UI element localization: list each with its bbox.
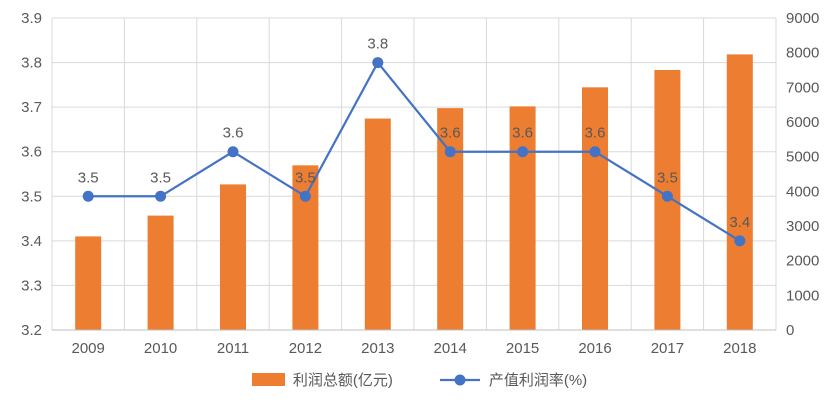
right-axis-tick-label: 4000 <box>786 183 819 200</box>
line-data-label: 3.5 <box>295 169 316 186</box>
left-axis-tick-label: 3.6 <box>21 144 42 161</box>
left-axis-tick-label: 3.3 <box>21 277 42 294</box>
right-axis-tick-label: 2000 <box>786 253 819 270</box>
line-marker-2010 <box>155 190 167 202</box>
x-axis-category-label: 2011 <box>217 340 249 357</box>
bar-2015 <box>509 106 536 331</box>
line-data-label: 3.4 <box>729 214 750 231</box>
right-axis-tick-label: 8000 <box>786 45 819 62</box>
line-marker-2012 <box>299 190 311 202</box>
left-axis-tick-label: 3.8 <box>21 55 42 72</box>
x-axis-category-label: 2015 <box>506 340 539 357</box>
right-axis-tick-label: 9000 <box>786 10 819 27</box>
bar-2016 <box>582 87 608 330</box>
bar-2009 <box>75 236 102 330</box>
line-data-label: 3.5 <box>150 169 171 186</box>
line-data-label: 3.6 <box>585 125 606 142</box>
legend-item-profit-total: 利润总额(亿元) <box>251 369 393 390</box>
legend-marker-icon <box>454 374 466 385</box>
line-data-label: 3.6 <box>440 125 461 142</box>
right-axis-tick-label: 1000 <box>786 287 819 304</box>
right-axis-tick-label: 5000 <box>786 149 819 166</box>
chart-plot-area: 3.9 3.8 3.7 3.6 3.5 3.4 3.3 3.2 9000 8000 7000 6000… <box>21 10 819 357</box>
line-data-label: 3.8 <box>367 36 388 53</box>
left-axis-tick-label: 3.4 <box>21 233 42 250</box>
line-data-label: 3.5 <box>657 169 678 186</box>
line-data-label: 3.6 <box>223 125 244 142</box>
bar-2013 <box>364 118 391 331</box>
x-axis-category-label: 2010 <box>144 340 177 357</box>
right-axis-tick-label: 3000 <box>786 218 819 235</box>
chart-legend: 利润总额(亿元) 产值利润率(%) <box>0 369 839 390</box>
left-axis-tick-label: 3.7 <box>21 99 42 116</box>
legend-label-profit-total: 利润总额(亿元) <box>292 372 393 389</box>
bar-2018 <box>726 54 753 331</box>
right-axis-tick-label: 0 <box>786 322 794 339</box>
line-marker-2016 <box>589 146 601 158</box>
line-marker-2015 <box>517 146 529 158</box>
legend-label-profit-rate: 产值利润率(%) <box>488 372 588 389</box>
line-series-path <box>88 60 741 242</box>
bar-2014 <box>437 108 464 330</box>
x-axis-category-label: 2017 <box>651 340 684 357</box>
right-axis-tick-label: 7000 <box>786 79 819 96</box>
line-marker-2014 <box>444 146 456 158</box>
line-series-swatch <box>439 374 480 385</box>
line-marker-2013 <box>372 57 384 69</box>
bar-series-swatch <box>251 373 285 386</box>
line-data-label: 3.6 <box>512 125 533 142</box>
x-axis-category-label: 2012 <box>289 340 322 357</box>
line-marker-2009 <box>82 190 94 202</box>
x-axis-category-label: 2014 <box>434 340 467 357</box>
x-axis-category-label: 2016 <box>578 340 611 357</box>
left-axis-tick-label: 3.5 <box>21 188 42 205</box>
right-axis-tick-label: 6000 <box>786 114 819 131</box>
line-data-label: 3.5 <box>78 169 99 186</box>
line-marker-2017 <box>661 190 673 202</box>
x-axis-category-label: 2013 <box>361 340 394 357</box>
line-marker-2011 <box>227 146 239 158</box>
line-marker-2018 <box>734 235 746 247</box>
x-axis-category-label: 2009 <box>72 340 105 357</box>
bar-2011 <box>220 184 246 330</box>
left-axis-tick-label: 3.9 <box>21 10 42 27</box>
legend-item-profit-rate: 产值利润率(%) <box>439 369 587 390</box>
left-axis-tick-label: 3.2 <box>21 322 42 339</box>
bar-2010 <box>147 215 174 330</box>
x-axis-category-label: 2018 <box>723 340 756 357</box>
